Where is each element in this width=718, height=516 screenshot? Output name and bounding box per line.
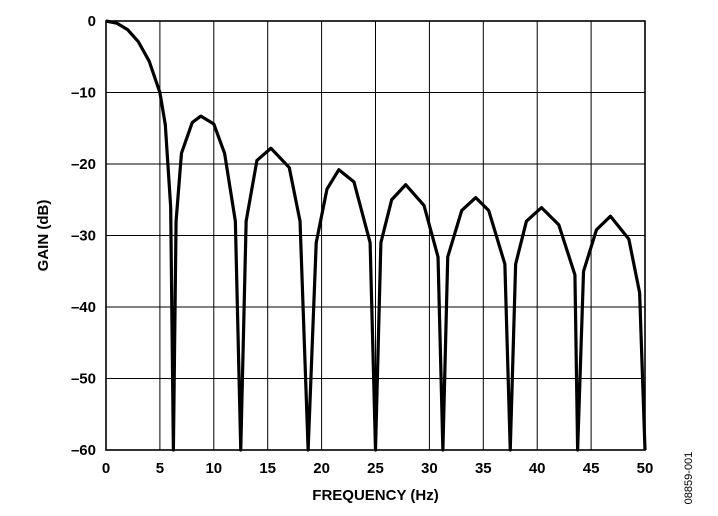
y-tick-label: 0: [88, 13, 96, 30]
y-tick-label: –30: [71, 228, 96, 245]
x-tick-label: 40: [529, 460, 546, 477]
y-tick-label: –20: [71, 156, 96, 173]
x-tick-label: 30: [421, 460, 438, 477]
x-tick-label: 0: [102, 460, 110, 477]
x-tick-label: 20: [313, 460, 330, 477]
y-tick-label: –10: [71, 85, 96, 102]
x-tick-label: 15: [259, 460, 276, 477]
figure-id: 08859-001: [683, 452, 695, 505]
grid: [106, 21, 645, 450]
tick-labels: 0 5 10 15 20 25 30 35 40 45 50 0 –10 –20 –30 –40 –50 –60: [71, 13, 653, 477]
y-tick-label: –40: [71, 299, 96, 316]
y-tick-label: –60: [71, 442, 96, 459]
y-axis-label: GAIN (dB): [35, 200, 52, 272]
series-layer: [105, 19, 647, 452]
x-axis-label: FREQUENCY (Hz): [312, 487, 438, 504]
x-tick-label: 50: [637, 460, 654, 477]
x-tick-label: 45: [583, 460, 600, 477]
y-tick-label: –50: [71, 371, 96, 388]
x-tick-label: 10: [205, 460, 222, 477]
x-tick-label: 35: [475, 460, 492, 477]
x-tick-label: 25: [367, 460, 384, 477]
gain-series-line: [105, 19, 647, 452]
x-tick-label: 5: [156, 460, 164, 477]
